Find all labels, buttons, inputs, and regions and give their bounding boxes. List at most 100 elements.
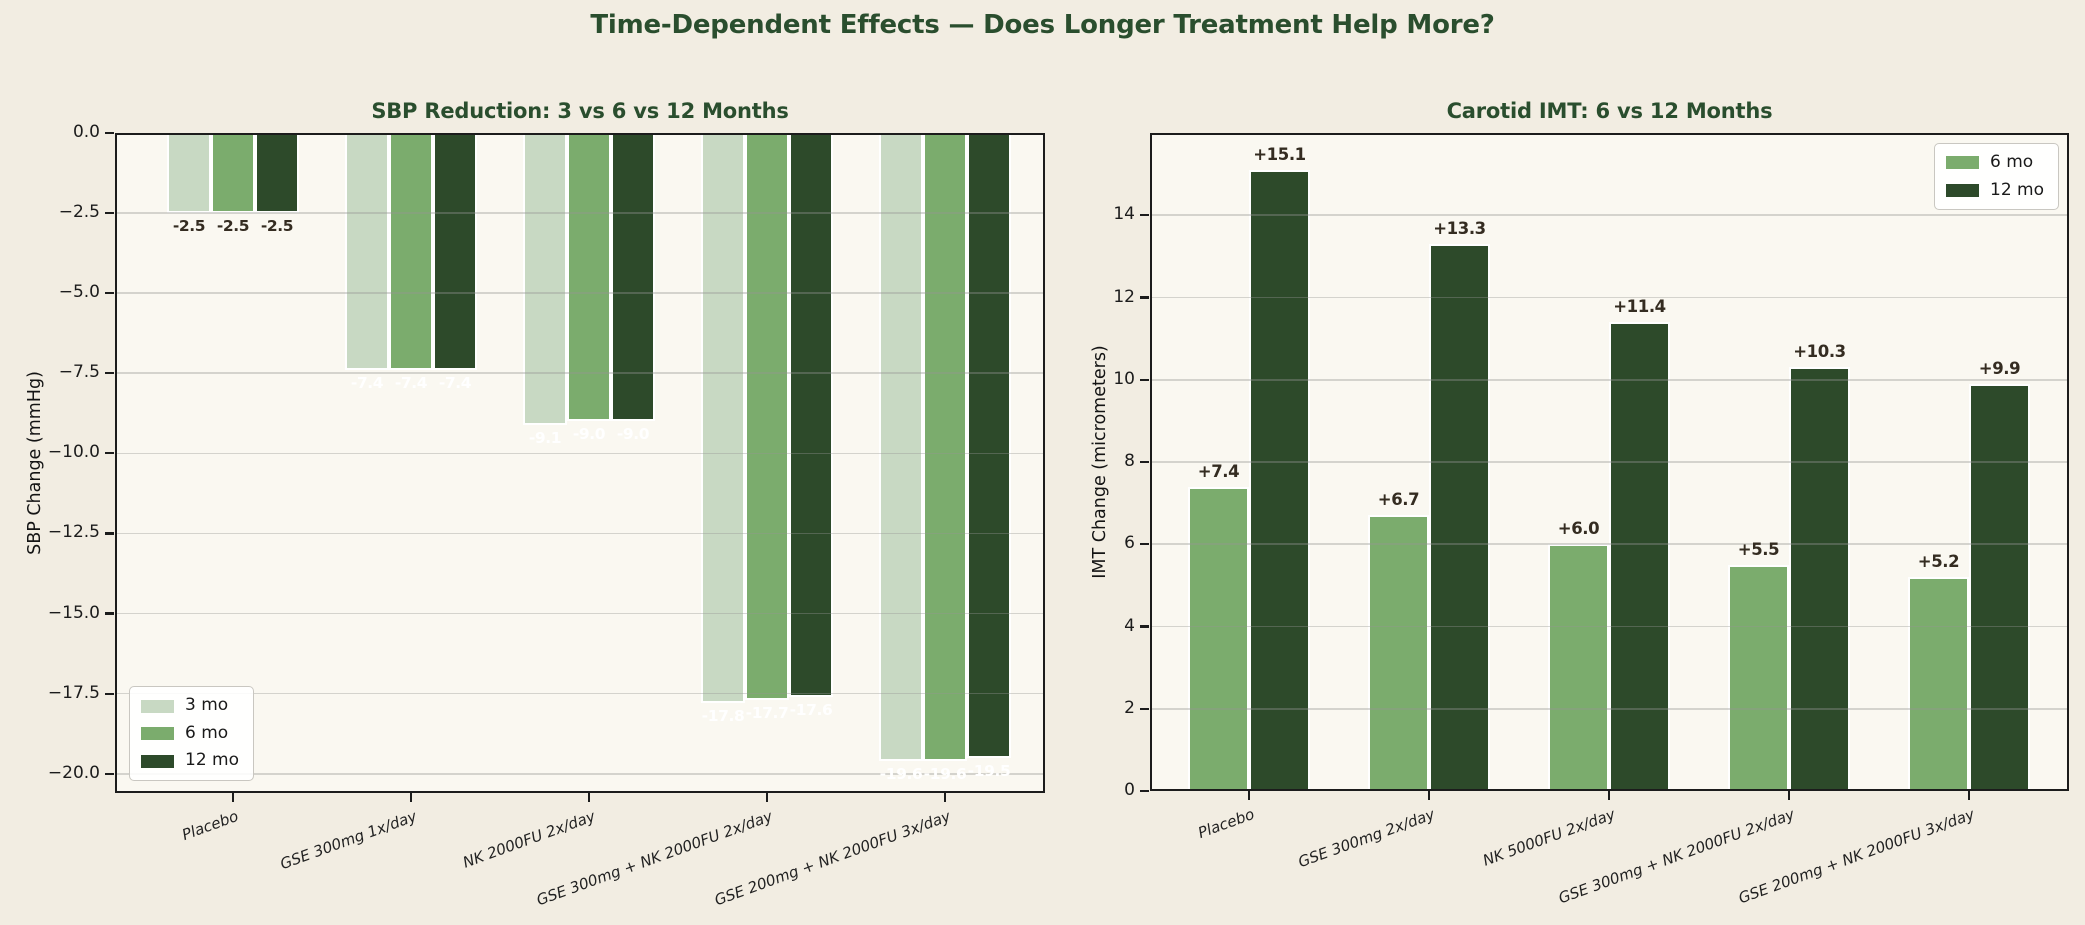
- bar: [1609, 322, 1670, 791]
- bar: [389, 133, 433, 371]
- grid-line: [115, 692, 1045, 695]
- bar-value-label: +6.7: [1377, 490, 1420, 510]
- y-tick-label: −17.5: [47, 682, 100, 703]
- y-tick-label: 4: [1124, 615, 1135, 636]
- imt-plot-area: +7.4 +6.7 +6.0 +5.5 +5.2 +15.1 +13.3 +11.4 +10.3…: [1150, 133, 2069, 791]
- bar: [1188, 486, 1249, 791]
- y-tick-label: 14: [1113, 204, 1135, 225]
- bar-value-label: +5.2: [1917, 552, 1960, 572]
- x-tick-mark: [1967, 791, 1971, 800]
- bar-value-label: +6.0: [1557, 519, 1600, 539]
- bar: [1368, 515, 1429, 791]
- bar-value-label: -2.5: [216, 217, 250, 236]
- bar: [701, 133, 745, 704]
- y-tick-mark: [105, 131, 114, 135]
- y-tick-mark: [1140, 214, 1149, 217]
- y-tick-mark: [1140, 543, 1149, 546]
- y-tick-mark: [1140, 378, 1149, 381]
- bar-value-label: -9.0: [616, 425, 650, 444]
- grid-line: [1150, 707, 2069, 710]
- y-tick-label: 10: [1113, 368, 1135, 389]
- x-tick-label: Placebo: [179, 807, 242, 844]
- grid-line: [115, 532, 1045, 535]
- bar: [345, 133, 389, 371]
- y-tick-label: 0: [1124, 780, 1135, 800]
- grid-line: [1150, 461, 2069, 463]
- grid-line: [115, 772, 1045, 775]
- figure-title: Time-Dependent Effects — Does Longer Tre…: [590, 10, 1495, 40]
- bar-value-label: +13.3: [1433, 219, 1486, 239]
- x-tick-mark: [587, 793, 591, 802]
- y-tick-mark: [1140, 707, 1149, 710]
- x-tick-mark: [409, 793, 413, 802]
- x-tick-mark: [1247, 791, 1251, 800]
- y-tick-mark: [1140, 460, 1149, 464]
- bar: [1429, 244, 1490, 791]
- sbp-chart-panel: SBP Reduction: 3 vs 6 vs 12 Months SBP C…: [25, 99, 1045, 909]
- bar-value-label: -9.0: [572, 425, 606, 444]
- y-tick-label: 12: [1113, 286, 1135, 307]
- y-tick-mark: [105, 372, 114, 375]
- x-tick-label: Placebo: [1195, 805, 1258, 842]
- y-tick-mark: [105, 532, 114, 535]
- y-tick-label: 2: [1124, 697, 1135, 718]
- imt-chart-panel: Carotid IMT: 6 vs 12 Months IMT Change (…: [1090, 99, 2069, 907]
- bar-value-label: +9.9: [1978, 358, 2021, 378]
- y-tick-mark: [105, 692, 114, 695]
- grid-line: [115, 372, 1045, 375]
- y-tick-label: 6: [1124, 533, 1135, 554]
- grid-line: [115, 212, 1045, 214]
- x-tick-label: GSE 300mg 1x/day: [277, 807, 420, 874]
- legend-swatch: [1946, 183, 1979, 197]
- imt-chart-title: Carotid IMT: 6 vs 12 Months: [1446, 99, 1773, 123]
- bar-value-label: +10.3: [1793, 342, 1846, 362]
- y-tick-mark: [1140, 625, 1149, 628]
- y-tick-label: −12.5: [47, 522, 100, 543]
- legend-swatch: [141, 754, 174, 768]
- grid-line: [1150, 625, 2069, 628]
- bar-value-label: +5.5: [1737, 539, 1780, 559]
- legend-item: 12 mo: [141, 751, 239, 771]
- bar: [1728, 564, 1789, 791]
- y-tick-label: 8: [1124, 451, 1135, 471]
- bar-value-label: -17.8: [701, 707, 745, 726]
- legend-item: 3 mo: [141, 696, 239, 716]
- bar: [211, 133, 255, 214]
- grid-line: [1150, 296, 2069, 299]
- bar: [433, 133, 477, 371]
- imt-y-axis-label: IMT Change (micrometers): [1090, 345, 1110, 579]
- grid-line: [115, 612, 1045, 615]
- x-tick-mark: [1427, 791, 1431, 800]
- bar: [523, 133, 567, 425]
- x-tick-mark: [943, 793, 947, 802]
- legend-swatch: [1946, 156, 1979, 170]
- x-tick-mark: [1607, 791, 1611, 800]
- y-tick-mark: [105, 612, 114, 615]
- y-tick-mark: [1140, 296, 1149, 299]
- y-tick-label: −15.0: [47, 602, 100, 623]
- x-tick-mark: [1787, 791, 1791, 800]
- bar: [167, 133, 211, 214]
- bar-value-label: +11.4: [1613, 297, 1666, 317]
- bar: [967, 133, 1011, 758]
- bar-value-label: -17.7: [745, 704, 789, 723]
- bar-value-label: -19.6: [879, 764, 923, 783]
- bar-value-label: -19.6: [923, 764, 967, 783]
- y-tick-label: −20.0: [47, 762, 100, 783]
- x-tick-label: GSE 300mg 2x/day: [1295, 805, 1438, 872]
- bar-value-label: -2.5: [172, 217, 206, 236]
- bar-value-label: -17.6: [789, 700, 833, 719]
- bar-value-label: -7.4: [438, 374, 472, 393]
- bar: [745, 133, 789, 701]
- bar-value-label: +7.4: [1197, 461, 1240, 481]
- bar: [1249, 170, 1310, 791]
- sbp-y-axis-label: SBP Change (mmHg): [25, 371, 45, 555]
- legend-label: 6 mo: [1990, 152, 2034, 172]
- bar: [1789, 367, 1850, 791]
- bar: [1908, 577, 1969, 791]
- bar-value-label: -7.4: [394, 374, 428, 393]
- bar: [1548, 544, 1609, 791]
- bar-value-label: -9.1: [528, 428, 562, 447]
- x-tick-mark: [765, 793, 769, 802]
